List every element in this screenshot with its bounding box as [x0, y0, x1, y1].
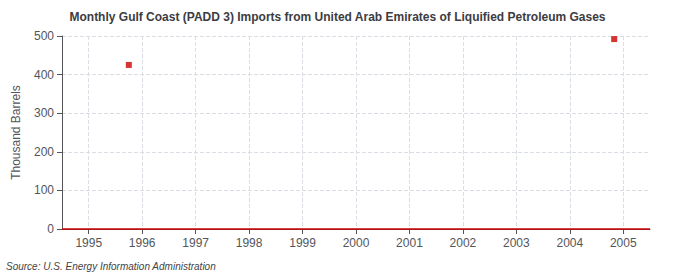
svg-text:Source: U.S. Energy Informatio: Source: U.S. Energy Information Administ… — [6, 261, 216, 272]
svg-text:2000: 2000 — [343, 236, 370, 250]
svg-text:1999: 1999 — [289, 236, 316, 250]
svg-text:2005: 2005 — [610, 236, 637, 250]
svg-text:100: 100 — [34, 183, 54, 197]
svg-text:Thousand Barrels: Thousand Barrels — [9, 85, 23, 180]
svg-text:400: 400 — [34, 68, 54, 82]
svg-text:0: 0 — [47, 222, 54, 236]
svg-text:500: 500 — [34, 29, 54, 43]
svg-text:1995: 1995 — [75, 236, 102, 250]
svg-text:1998: 1998 — [236, 236, 263, 250]
svg-text:2003: 2003 — [503, 236, 530, 250]
svg-text:2001: 2001 — [396, 236, 423, 250]
svg-text:Monthly Gulf Coast (PADD 3) Im: Monthly Gulf Coast (PADD 3) Imports from… — [69, 10, 605, 24]
svg-text:300: 300 — [34, 106, 54, 120]
svg-text:2004: 2004 — [556, 236, 583, 250]
svg-text:200: 200 — [34, 145, 54, 159]
svg-text:1997: 1997 — [182, 236, 209, 250]
svg-text:2002: 2002 — [450, 236, 477, 250]
svg-text:1996: 1996 — [129, 236, 156, 250]
